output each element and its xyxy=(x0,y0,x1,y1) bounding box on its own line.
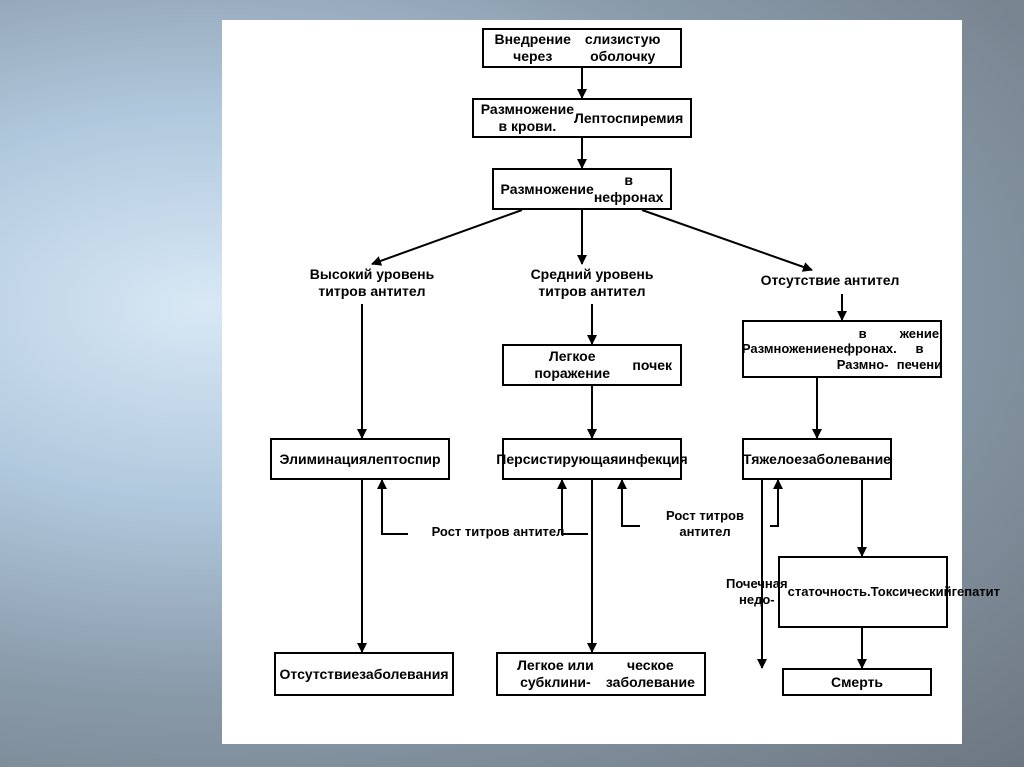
node-text-line: инфекция xyxy=(618,451,687,468)
node-text-line: Почечная недо- xyxy=(726,576,788,607)
node-text-line: Высокий уровень xyxy=(310,266,435,282)
node-text-line: Легкое или субклини- xyxy=(506,657,605,691)
edge-l4-n6 xyxy=(382,480,408,534)
node-text-line: Рост титров xyxy=(666,508,744,523)
node-n12: Смерть xyxy=(782,668,932,696)
node-text-line: заболевание xyxy=(802,451,891,468)
node-text-line: Размножение xyxy=(501,181,594,198)
node-n9: Почечная недо-статочность.Токсическийгеп… xyxy=(778,556,948,628)
node-n2: Размножение в крови.Лептоспиремия xyxy=(472,98,692,138)
node-text-line: гепатит xyxy=(952,584,1000,600)
node-text-line: Персистирующая xyxy=(496,451,618,468)
node-text-line: в нефронах. Размно- xyxy=(829,326,897,373)
node-text-line: Средний уровень xyxy=(531,266,654,282)
node-n5: Размножениев нефронах. Размно-жение в пе… xyxy=(742,320,942,378)
node-n3: Размножениев нефронах xyxy=(492,168,672,210)
edge-n3-l1 xyxy=(372,210,522,264)
node-text-line: заболевания xyxy=(359,666,448,683)
node-text-line: Размножение xyxy=(742,341,829,357)
node-text-line: ческое заболевание xyxy=(605,657,696,691)
node-text-line: Рост титров антител xyxy=(432,524,565,539)
edge-n3-l3 xyxy=(642,210,812,270)
node-text-line: Элиминация xyxy=(279,451,367,468)
node-text-line: Смерть xyxy=(831,674,883,691)
node-text-line: статочность. xyxy=(788,584,871,600)
node-l1: Высокий уровеньтитров антител xyxy=(282,266,462,302)
node-text-line: в нефронах xyxy=(594,172,664,206)
node-l2: Средний уровеньтитров антител xyxy=(502,266,682,302)
node-text-line: лептоспир xyxy=(367,451,440,468)
node-text-line: Отсутствие антител xyxy=(761,272,900,288)
node-text-line: Размножение в крови. xyxy=(481,101,574,135)
node-text-line: антител xyxy=(679,524,730,539)
node-text-line: Внедрение через xyxy=(492,31,573,65)
node-text-line: жение в печени xyxy=(897,326,942,373)
node-n11: Легкое или субклини-ческое заболевание xyxy=(496,652,706,696)
node-l3: Отсутствие антител xyxy=(730,272,930,292)
node-n10: Отсутствиезаболевания xyxy=(274,652,454,696)
edge-l5-n7 xyxy=(622,480,640,526)
node-text-line: Отсутствие xyxy=(280,666,360,683)
node-n6: Элиминациялептоспир xyxy=(270,438,450,480)
node-text-line: почек xyxy=(632,357,672,374)
node-text-line: титров антител xyxy=(538,283,645,299)
node-n7: Персистирующаяинфекция xyxy=(502,438,682,480)
edge-l5-n8 xyxy=(770,480,778,526)
node-n8: Тяжелоезаболевание xyxy=(742,438,892,480)
flowchart-container: Внедрение черезслизистую оболочку Размнож… xyxy=(222,20,962,744)
node-n4: Легкое поражениепочек xyxy=(502,344,682,386)
node-l4: Рост титров антител xyxy=(408,524,588,544)
node-text-line: титров антител xyxy=(318,283,425,299)
node-text-line: Токсический xyxy=(871,584,952,600)
node-text-line: слизистую оболочку xyxy=(573,31,672,65)
node-text-line: Легкое поражение xyxy=(512,348,632,382)
node-n1: Внедрение черезслизистую оболочку xyxy=(482,28,682,68)
node-text-line: Лептоспиремия xyxy=(574,110,683,127)
node-l5: Рост титровантител xyxy=(640,508,770,544)
node-text-line: Тяжелое xyxy=(743,451,802,468)
